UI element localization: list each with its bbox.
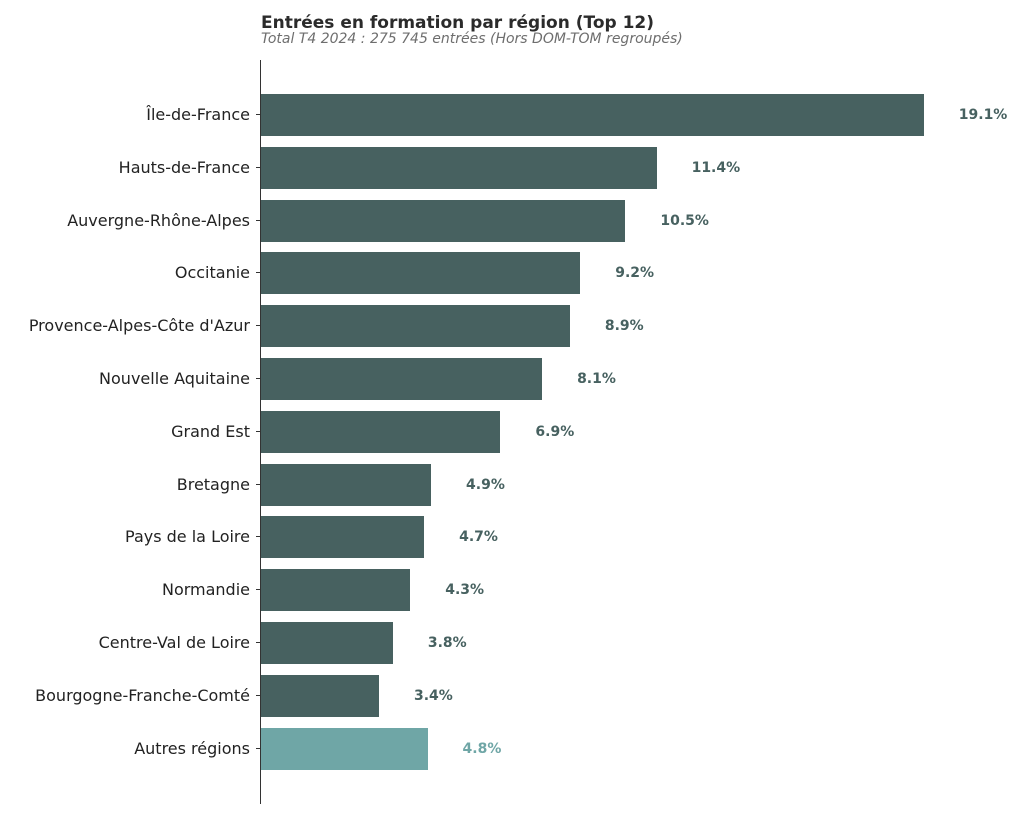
value-label: 4.7% — [459, 529, 498, 546]
value-label: 8.1% — [577, 371, 616, 387]
category-label: Grand Est — [171, 421, 250, 441]
y-tick — [256, 642, 260, 643]
y-tick — [256, 536, 260, 538]
category-label: Bourgogne-Franche-Comté — [35, 685, 250, 705]
category-label: Pays de la Loire — [125, 527, 250, 547]
bar-row: Hauts-de-France 11.4% — [0, 146, 1024, 189]
category-label: Auvergne-Rhône-Alpes — [67, 210, 250, 230]
bar — [261, 727, 428, 770]
y-tick — [256, 589, 260, 591]
category-label: Bretagne — [176, 474, 250, 494]
bar-row: Normandie 4.3% — [0, 569, 1024, 612]
bar — [261, 94, 924, 136]
y-axis-spine — [260, 60, 261, 804]
bar — [261, 622, 393, 664]
bar-row: Île-de-France 19.1% — [0, 94, 1024, 136]
value-label: 10.5% — [660, 212, 709, 229]
value-label: 4.8% — [462, 740, 502, 757]
value-label: 3.4% — [413, 687, 453, 704]
bar-row: Pays de la Loire 4.7% — [0, 516, 1024, 559]
chart-subtitle: Total T4 2024 : 275 745 entrées (Hors DO… — [261, 31, 683, 47]
y-tick — [256, 166, 260, 168]
chart-title: Entrées en formation par région (Top 12) — [261, 13, 655, 33]
bar-row: Occitanie 9.2% — [0, 252, 1024, 295]
category-label: Autres régions — [134, 738, 250, 758]
value-label: 4.3% — [445, 582, 485, 599]
y-tick — [256, 747, 260, 749]
value-label: 8.9% — [604, 318, 644, 335]
bar — [261, 569, 411, 612]
bar — [261, 516, 425, 559]
bar — [261, 674, 379, 717]
category-label: Provence-Alpes-Côte d'Azur — [28, 316, 250, 336]
bar — [261, 410, 501, 453]
category-label: Île-de-France — [146, 105, 250, 124]
bar — [261, 146, 657, 189]
bar-row: Provence-Alpes-Côte d'Azur 8.9% — [0, 305, 1024, 348]
value-label: 19.1% — [958, 107, 1008, 123]
y-tick — [256, 272, 260, 274]
bar-row: Nouvelle Aquitaine 8.1% — [0, 358, 1024, 400]
bar — [261, 305, 570, 348]
bar-row: Autres régions 4.8% — [0, 727, 1024, 770]
y-tick — [256, 114, 260, 115]
bar — [261, 358, 543, 400]
bar-row: Auvergne-Rhône-Alpes 10.5% — [0, 199, 1024, 242]
y-tick — [256, 378, 260, 379]
category-label: Occitanie — [174, 263, 250, 283]
category-label: Hauts-de-France — [118, 157, 250, 177]
bar-row: Centre-Val de Loire 3.8% — [0, 622, 1024, 664]
bar — [261, 463, 432, 506]
y-tick — [256, 430, 260, 432]
value-label: 11.4% — [691, 159, 741, 176]
bar — [261, 252, 581, 295]
value-label: 4.9% — [466, 476, 505, 493]
bar-row: Bretagne 4.9% — [0, 463, 1024, 506]
category-label: Normandie — [161, 580, 250, 600]
value-label: 6.9% — [535, 423, 575, 440]
y-tick — [256, 219, 260, 221]
y-tick — [256, 325, 260, 327]
category-label: Nouvelle Aquitaine — [99, 369, 250, 388]
bar — [261, 199, 626, 242]
value-label: 9.2% — [615, 265, 655, 282]
y-tick — [256, 483, 260, 485]
y-tick — [256, 694, 260, 696]
bar-row: Grand Est 6.9% — [0, 410, 1024, 453]
category-label: Centre-Val de Loire — [98, 633, 250, 652]
bar-row: Bourgogne-Franche-Comté 3.4% — [0, 674, 1024, 717]
value-label: 3.8% — [427, 635, 467, 651]
